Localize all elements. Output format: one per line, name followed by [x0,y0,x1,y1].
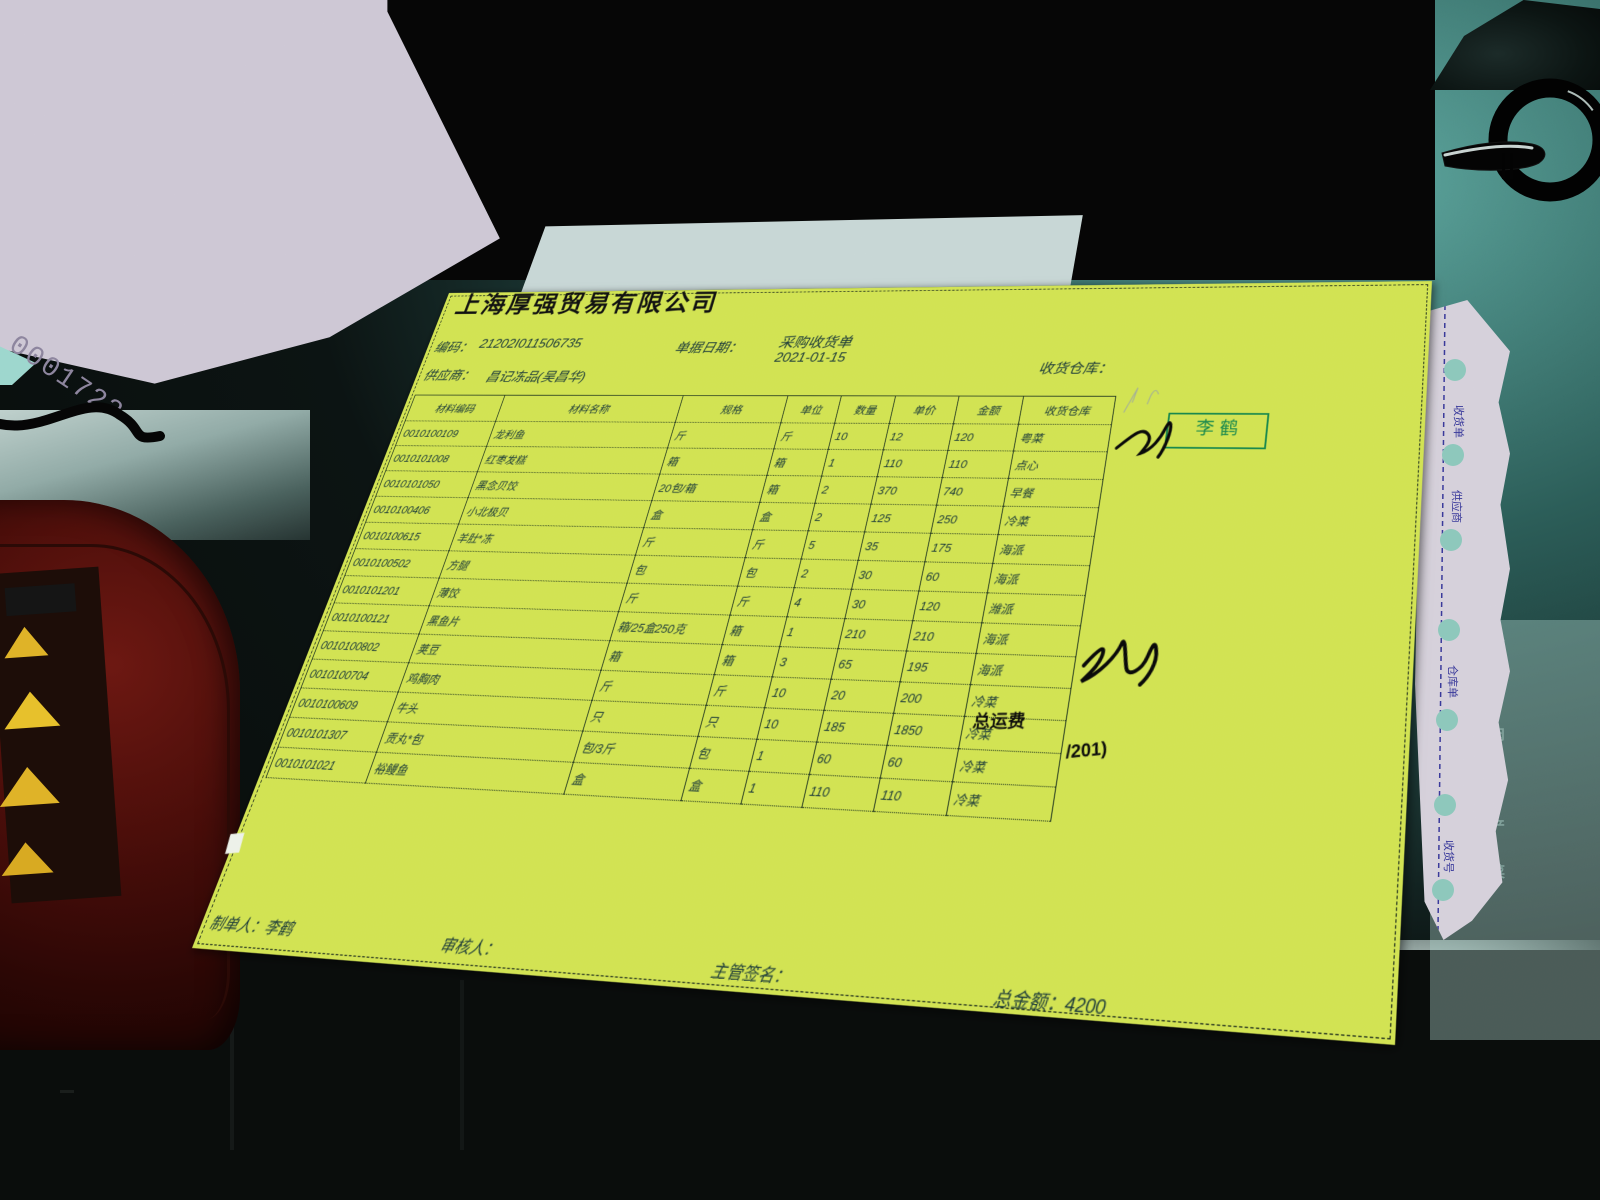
svg-text:收货号: 收货号 [1442,840,1456,873]
svg-text:供应商: 供应商 [1450,490,1464,523]
svg-text:收货单: 收货单 [1452,405,1466,438]
svg-text:仓库单: 仓库单 [1446,665,1460,698]
